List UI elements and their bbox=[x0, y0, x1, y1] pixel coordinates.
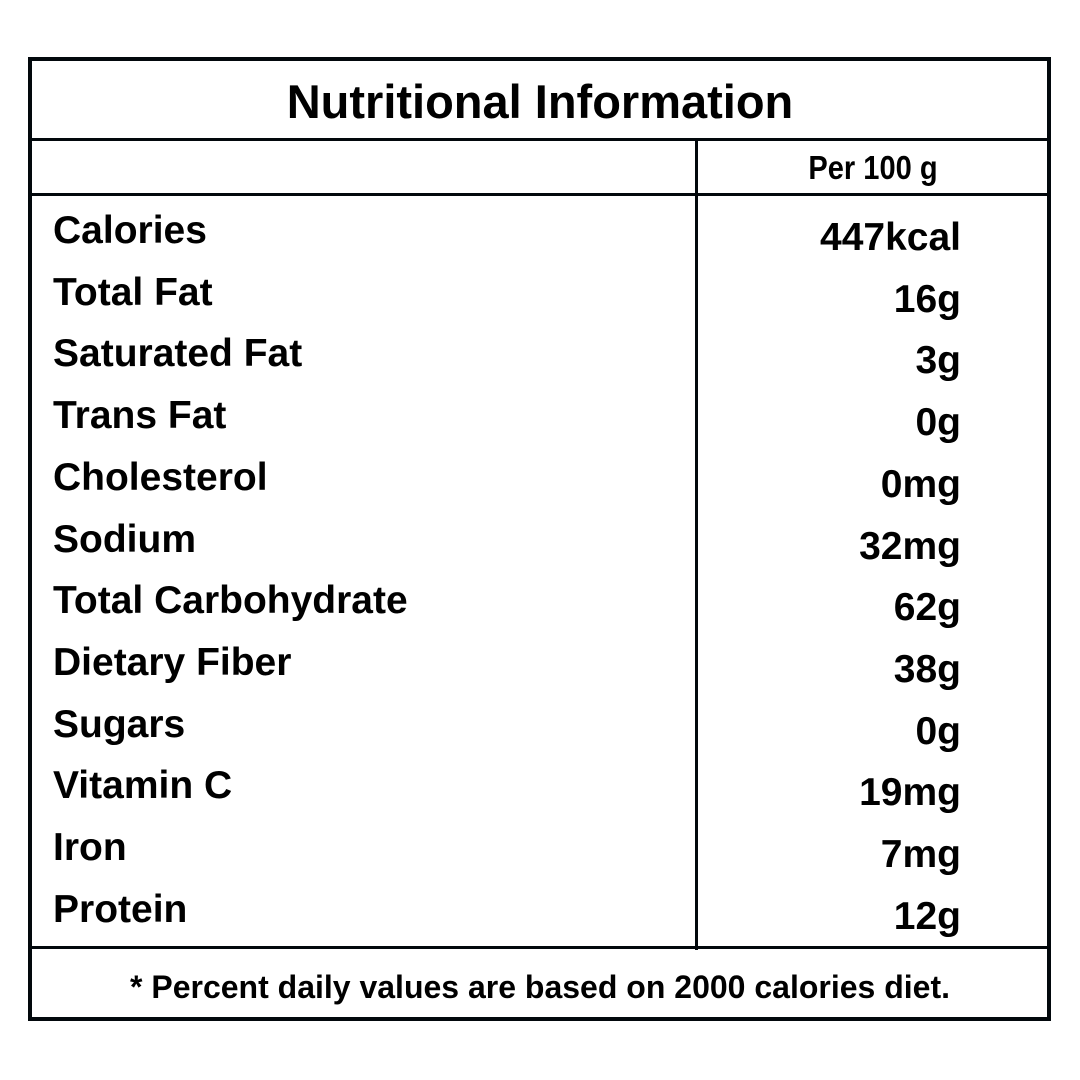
nutrient-label: Protein bbox=[53, 887, 188, 931]
footnote: * Percent daily values are based on 2000… bbox=[130, 969, 950, 1005]
nutrient-value: 32mg bbox=[859, 524, 961, 568]
column-divider bbox=[695, 140, 698, 950]
nutrient-label: Sodium bbox=[53, 517, 196, 561]
nutrient-row: Vitamin C 19mg bbox=[0, 764, 1080, 826]
nutrient-value: 16g bbox=[893, 277, 961, 321]
nutrient-label: Total Fat bbox=[53, 270, 213, 314]
nutrient-row: Cholesterol 0mg bbox=[0, 456, 1080, 518]
nutrient-row: Total Fat 16g bbox=[0, 271, 1080, 333]
nutrient-row: Sugars 0g bbox=[0, 703, 1080, 765]
nutrient-row: Iron 7mg bbox=[0, 826, 1080, 888]
nutrient-value: 38g bbox=[893, 647, 961, 691]
nutrient-row: Dietary Fiber 38g bbox=[0, 641, 1080, 703]
nutrient-row: Calories 447kcal bbox=[0, 209, 1080, 271]
nutrient-label: Calories bbox=[53, 209, 207, 252]
table-title: Nutritional Information bbox=[286, 75, 794, 128]
nutrient-value: 19mg bbox=[859, 771, 961, 815]
nutrient-row: Saturated Fat 3g bbox=[0, 332, 1080, 394]
nutrient-label: Trans Fat bbox=[53, 394, 227, 438]
nutrient-value: 12g bbox=[893, 894, 961, 938]
nutrient-value: 62g bbox=[893, 586, 961, 630]
nutrient-label: Total Carbohydrate bbox=[53, 579, 408, 623]
nutrient-label: Iron bbox=[53, 826, 127, 869]
nutrient-value: 0g bbox=[915, 709, 961, 753]
nutrient-value: 447kcal bbox=[820, 216, 961, 259]
column-header: Per 100 g bbox=[808, 149, 938, 186]
nutrient-row: Protein 12g bbox=[0, 888, 1080, 950]
nutrient-value: 0g bbox=[915, 401, 961, 445]
nutrient-label: Dietary Fiber bbox=[53, 640, 292, 684]
nutrient-label: Cholesterol bbox=[53, 455, 268, 499]
divider bbox=[32, 193, 1049, 196]
nutrient-value: 7mg bbox=[880, 833, 961, 876]
nutrient-value: 0mg bbox=[880, 462, 961, 506]
nutrient-label: Saturated Fat bbox=[53, 332, 303, 376]
nutrition-table-border bbox=[28, 57, 1051, 1021]
nutrient-value: 3g bbox=[915, 339, 961, 383]
nutrient-label: Vitamin C bbox=[53, 764, 233, 808]
divider bbox=[32, 138, 1049, 141]
nutrient-row: Total Carbohydrate 62g bbox=[0, 579, 1080, 641]
nutrient-row: Trans Fat 0g bbox=[0, 394, 1080, 456]
nutrient-label: Sugars bbox=[53, 702, 186, 746]
divider bbox=[32, 946, 1049, 949]
nutrient-row: Sodium 32mg bbox=[0, 518, 1080, 580]
